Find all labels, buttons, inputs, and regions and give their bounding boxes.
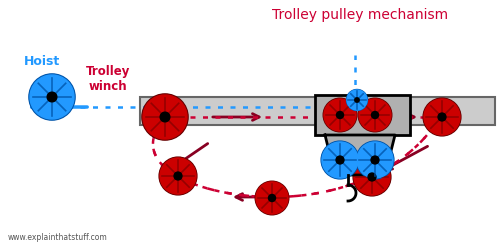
Circle shape (368, 173, 376, 181)
Bar (315, 95, 410, 135)
Circle shape (358, 98, 392, 132)
Circle shape (359, 99, 391, 131)
Text: Trolley
winch: Trolley winch (86, 65, 130, 93)
Circle shape (322, 142, 358, 178)
Circle shape (371, 156, 379, 164)
Circle shape (336, 156, 344, 164)
Circle shape (160, 158, 196, 194)
Circle shape (323, 98, 357, 132)
Circle shape (30, 75, 74, 119)
Circle shape (29, 74, 75, 120)
Circle shape (353, 158, 391, 196)
Circle shape (159, 157, 197, 195)
Circle shape (356, 141, 394, 179)
Text: Trolley pulley mechanism: Trolley pulley mechanism (272, 8, 448, 22)
Circle shape (355, 98, 359, 102)
Circle shape (336, 112, 344, 118)
Text: www.explainthatstuff.com: www.explainthatstuff.com (8, 233, 108, 242)
Circle shape (324, 99, 356, 131)
Circle shape (347, 90, 367, 110)
Circle shape (47, 92, 57, 102)
Circle shape (372, 112, 378, 118)
Circle shape (142, 94, 188, 140)
Text: Hoist: Hoist (24, 55, 60, 68)
Circle shape (256, 182, 288, 214)
Circle shape (321, 141, 359, 179)
Circle shape (160, 112, 170, 122)
Circle shape (438, 113, 446, 121)
Circle shape (346, 90, 368, 110)
Circle shape (174, 172, 182, 180)
Polygon shape (325, 135, 395, 175)
Circle shape (255, 181, 289, 215)
Circle shape (424, 99, 460, 135)
Bar (140, 97, 495, 125)
Circle shape (357, 142, 393, 178)
Circle shape (354, 159, 390, 195)
Circle shape (268, 194, 276, 202)
Circle shape (423, 98, 461, 136)
Circle shape (143, 95, 187, 139)
